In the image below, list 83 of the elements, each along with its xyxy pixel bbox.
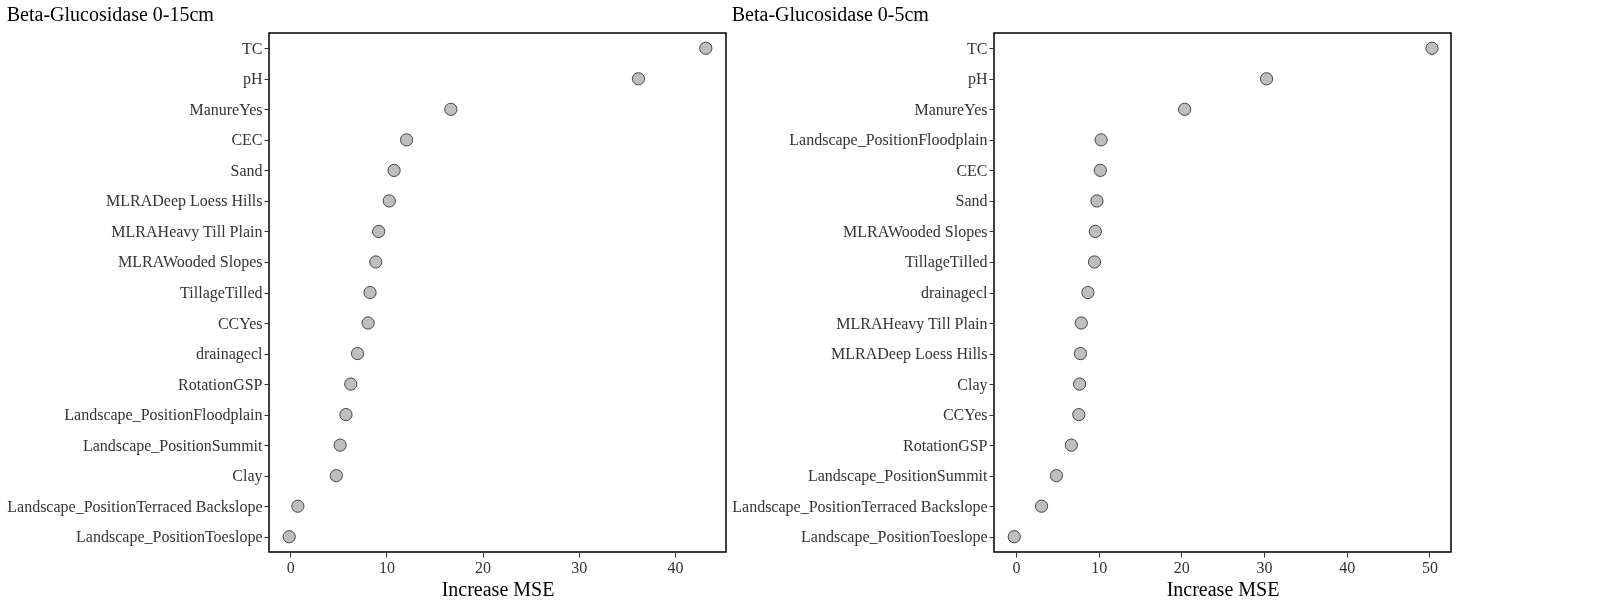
point	[1088, 224, 1102, 238]
x-tick-label: 0	[1012, 558, 1021, 576]
y-tick-label: Landscape_PositionToeslope	[801, 528, 988, 547]
x-tick-label: 40	[1339, 558, 1356, 576]
x-tick-label: 30	[1256, 558, 1273, 576]
point	[282, 530, 296, 544]
x-tick-label: 10	[378, 558, 395, 576]
y-tick-label: Landscape_PositionTerraced Backslope	[732, 497, 988, 516]
point	[1260, 72, 1274, 86]
point	[444, 102, 458, 116]
y-tick-label: MLRADeep Loess Hills	[831, 345, 988, 364]
y-tick-label: drainagecl	[195, 345, 264, 364]
y-tick-label: Landscape_PositionFloodplain	[789, 131, 988, 150]
y-tick-label: Sand	[230, 161, 263, 179]
x-tick-label: 40	[667, 558, 684, 576]
y-tick-label: Landscape_PositionSummit	[807, 467, 989, 486]
point	[344, 377, 358, 391]
point	[1081, 285, 1095, 300]
y-tick-label: TC	[967, 39, 988, 57]
point	[1073, 377, 1087, 391]
x-tick-label: 50	[1421, 558, 1438, 576]
y-tick-label: TillageTilled	[180, 284, 263, 302]
point	[699, 41, 713, 55]
x-axis-title: Increase MSE	[1166, 577, 1280, 600]
point	[333, 438, 347, 452]
y-tick-label: CCYes	[217, 314, 263, 332]
point	[1064, 438, 1078, 452]
point	[1178, 102, 1192, 116]
y-tick-label: Landscape_PositionTerraced Backslope	[7, 497, 263, 516]
point	[382, 194, 396, 208]
point	[1073, 347, 1087, 361]
point	[329, 469, 343, 483]
y-tick-label: ManureYes	[189, 100, 263, 118]
point	[350, 347, 365, 361]
text: Beta-Glucosidase 0-5cm	[731, 3, 930, 25]
y-tick-label: MLRAWooded Slopes	[842, 222, 988, 241]
y-tick-label: ManureYes	[914, 100, 988, 118]
y-tick-label: Landscape_PositionFloodplain	[64, 406, 263, 425]
y-tick-label: CEC	[231, 131, 263, 149]
y-tick-label: Landscape_PositionSummit	[82, 436, 264, 455]
point	[1072, 408, 1086, 422]
x-tick-label: 20	[475, 558, 492, 576]
y-tick-label: CEC	[956, 161, 988, 179]
point	[339, 408, 353, 422]
point	[387, 163, 401, 177]
point	[631, 72, 645, 86]
point	[400, 133, 414, 147]
x-tick-label: 20	[1173, 558, 1190, 576]
point	[1074, 316, 1088, 330]
x-tick-label: 0	[286, 558, 295, 576]
point	[369, 255, 383, 269]
chart-title: Beta-Glucosidase 0-15cm	[6, 3, 215, 25]
y-tick-label: MLRAHeavy Till Plain	[836, 314, 988, 333]
y-tick-label: pH	[242, 70, 263, 89]
y-tick-label: CCYes	[942, 406, 988, 424]
y-tick-label: TillageTilled	[905, 253, 988, 272]
point	[1090, 194, 1104, 208]
y-tick-label: RotationGSP	[903, 436, 988, 454]
point	[1007, 530, 1021, 544]
point	[1094, 133, 1108, 147]
y-tick-label: Sand	[955, 192, 988, 210]
y-tick-label: Clay	[232, 467, 263, 486]
point	[1425, 41, 1439, 55]
point	[291, 499, 305, 513]
y-tick-label: pH	[967, 70, 988, 89]
x-tick-label: 30	[571, 558, 588, 576]
x-axis-title: Increase MSE	[441, 577, 555, 600]
point	[1093, 163, 1107, 177]
point	[1087, 255, 1102, 269]
y-tick-label: Clay	[957, 375, 988, 394]
y-tick-label: MLRAWooded Slopes	[117, 253, 263, 272]
point	[1049, 469, 1063, 483]
point	[372, 224, 386, 238]
point	[361, 316, 375, 330]
x-tick-label: 10	[1091, 558, 1108, 576]
point	[1035, 499, 1049, 513]
y-tick-label: Landscape_PositionToeslope	[76, 528, 263, 547]
y-tick-label: RotationGSP	[178, 375, 263, 393]
y-tick-label: MLRAHeavy Till Plain	[111, 222, 263, 241]
y-tick-label: drainagecl	[920, 284, 989, 302]
point	[363, 285, 377, 300]
y-tick-label: TC	[242, 39, 263, 57]
y-tick-label: MLRADeep Loess Hills	[106, 192, 263, 211]
